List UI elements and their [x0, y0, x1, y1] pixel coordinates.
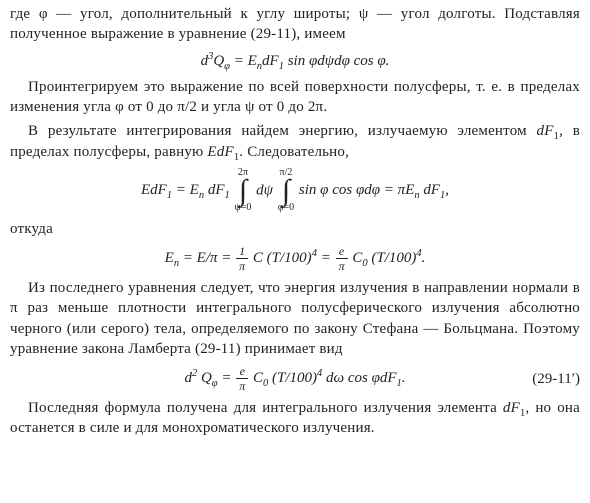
otkuda-label: откуда	[10, 219, 580, 239]
eq4-eq: =	[218, 370, 236, 386]
equation-number: (29-11′)	[532, 368, 580, 388]
eq2-dpsi: dψ	[256, 182, 273, 198]
paragraph-5: Последняя формула получена для интеграль…	[10, 398, 580, 439]
int2-lower: φ=0	[278, 203, 294, 213]
paragraph-3: В результате интегрирования найдем энерг…	[10, 121, 580, 162]
eq4-frac: e π	[236, 365, 248, 392]
eq3-frac2: e π	[336, 245, 348, 272]
eq4-d2: d	[184, 370, 192, 386]
eq1-tail: sin φdψdφ cos φ.	[284, 53, 389, 69]
formula-1: d3Qφ = EndF1 sin φdψdφ cos φ.	[10, 51, 580, 71]
eq3-mid3: (T/100)	[368, 250, 417, 266]
int2-symbol: ∫	[278, 180, 294, 201]
eq3-frac1-num: 1	[236, 245, 248, 259]
eq1-dF: dF	[262, 53, 279, 69]
eq2-pre: EdF	[141, 182, 167, 198]
eq4-tail2: dω cos φdF	[322, 370, 396, 386]
eq3-frac1-den: π	[236, 259, 248, 272]
eq1-rhs: = E	[230, 53, 257, 69]
formula-3: En = E/π = 1 π C (T/100)4 = e π C0 (T/10…	[10, 245, 580, 272]
eq3-dot: .	[422, 250, 426, 266]
eq1-d: d	[201, 53, 209, 69]
p3-EdF: EdF	[207, 144, 233, 160]
formula-4: d2 Qφ = e π C0 (T/100)4 dω cos φdF1. (29…	[10, 365, 580, 392]
integral-1: 2π ∫ ψ=0	[235, 168, 252, 213]
eq3-frac2-den: π	[336, 259, 348, 272]
int1-symbol: ∫	[235, 180, 252, 201]
eq1-Q: Q	[213, 53, 224, 69]
eq2-tail1: sin φ cos φdφ = πE	[299, 182, 414, 198]
integral-2: π/2 ∫ φ=0	[278, 168, 294, 213]
eq2-comma: ,	[445, 182, 449, 198]
eq4-dot: .	[402, 370, 406, 386]
paragraph-4: Из последнего уравнения следует, что эне…	[10, 278, 580, 359]
eq3-mid1: C (T/100)	[253, 250, 312, 266]
eq2-dF1b: dF	[204, 182, 224, 198]
eq3-eq2: =	[317, 250, 335, 266]
p5-a: Последняя формула получена для интеграль…	[28, 400, 503, 416]
p3-c: . Следовательно,	[239, 144, 349, 160]
eq3-En: E	[165, 250, 174, 266]
p5-dF: dF	[503, 400, 520, 416]
eq4-tail: (T/100)	[268, 370, 317, 386]
paragraph-2: Проинтегрируем это выражение по всей пов…	[10, 77, 580, 118]
formula-2: EdF1 = En dF1 2π ∫ ψ=0 dψ π/2 ∫ φ=0 sin …	[10, 168, 580, 213]
eq2-eqEn: = E	[172, 182, 199, 198]
eq4-frac-den: π	[236, 379, 248, 392]
eq4-frac-num: e	[236, 365, 248, 379]
p3-a: В результате интегрирования найдем энерг…	[28, 123, 537, 139]
eq4-C0: C	[253, 370, 263, 386]
eq4-Q: Q	[197, 370, 212, 386]
eq3-frac1: 1 π	[236, 245, 248, 272]
eq2-dF1c: dF	[420, 182, 440, 198]
eq3-frac2-num: e	[336, 245, 348, 259]
page-body: где φ — угол, дополнительный к углу широ…	[0, 0, 590, 453]
paragraph-1: где φ — угол, дополнительный к углу широ…	[10, 4, 580, 45]
eq3-EoverPi: = E/π =	[179, 250, 235, 266]
eq2-sub1b: 1	[225, 190, 230, 201]
p3-dF: dF	[537, 123, 554, 139]
int1-lower: ψ=0	[235, 203, 252, 213]
eq3-mid2: C	[352, 250, 362, 266]
